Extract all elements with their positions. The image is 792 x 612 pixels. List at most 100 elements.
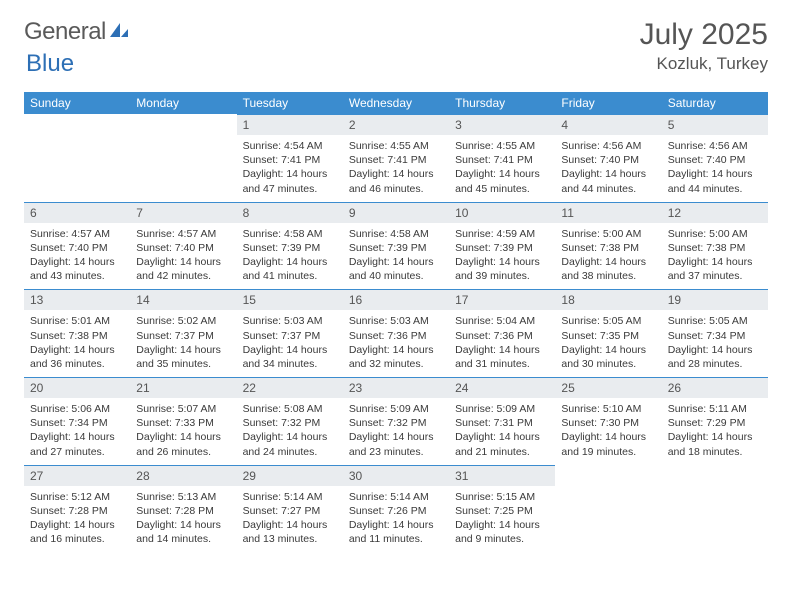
day-data: Sunrise: 5:07 AMSunset: 7:33 PMDaylight:… — [130, 398, 236, 465]
day-number: 24 — [449, 377, 555, 398]
day-data: Sunrise: 4:55 AMSunset: 7:41 PMDaylight:… — [449, 135, 555, 202]
sunrise-text: Sunrise: 5:15 AM — [455, 490, 549, 504]
day-data: Sunrise: 4:58 AMSunset: 7:39 PMDaylight:… — [343, 223, 449, 290]
daylight-text: Daylight: 14 hours and 43 minutes. — [30, 255, 124, 283]
day-data: Sunrise: 5:08 AMSunset: 7:32 PMDaylight:… — [237, 398, 343, 465]
calendar-cell: 30Sunrise: 5:14 AMSunset: 7:26 PMDayligh… — [343, 465, 449, 553]
day-number: 14 — [130, 289, 236, 310]
daylight-text: Daylight: 14 hours and 39 minutes. — [455, 255, 549, 283]
day-data: Sunrise: 5:13 AMSunset: 7:28 PMDaylight:… — [130, 486, 236, 553]
calendar-cell: 6Sunrise: 4:57 AMSunset: 7:40 PMDaylight… — [24, 202, 130, 290]
sunrise-text: Sunrise: 5:14 AM — [349, 490, 443, 504]
sunset-text: Sunset: 7:36 PM — [349, 329, 443, 343]
sunset-text: Sunset: 7:40 PM — [668, 153, 762, 167]
calendar-cell — [130, 114, 236, 202]
daylight-text: Daylight: 14 hours and 37 minutes. — [668, 255, 762, 283]
daylight-text: Daylight: 14 hours and 21 minutes. — [455, 430, 549, 458]
day-number: 18 — [555, 289, 661, 310]
day-data: Sunrise: 5:10 AMSunset: 7:30 PMDaylight:… — [555, 398, 661, 465]
sunset-text: Sunset: 7:37 PM — [243, 329, 337, 343]
sunrise-text: Sunrise: 5:09 AM — [349, 402, 443, 416]
calendar-row: 27Sunrise: 5:12 AMSunset: 7:28 PMDayligh… — [24, 465, 768, 553]
sunset-text: Sunset: 7:40 PM — [30, 241, 124, 255]
day-data: Sunrise: 5:09 AMSunset: 7:31 PMDaylight:… — [449, 398, 555, 465]
calendar-cell: 10Sunrise: 4:59 AMSunset: 7:39 PMDayligh… — [449, 202, 555, 290]
daylight-text: Daylight: 14 hours and 45 minutes. — [455, 167, 549, 195]
sunrise-text: Sunrise: 5:06 AM — [30, 402, 124, 416]
calendar-cell: 28Sunrise: 5:13 AMSunset: 7:28 PMDayligh… — [130, 465, 236, 553]
day-data: Sunrise: 5:00 AMSunset: 7:38 PMDaylight:… — [555, 223, 661, 290]
weekday-header: Monday — [130, 92, 236, 114]
sunset-text: Sunset: 7:32 PM — [243, 416, 337, 430]
calendar-row: 6Sunrise: 4:57 AMSunset: 7:40 PMDaylight… — [24, 202, 768, 290]
calendar-cell — [555, 465, 661, 553]
sunset-text: Sunset: 7:27 PM — [243, 504, 337, 518]
daylight-text: Daylight: 14 hours and 38 minutes. — [561, 255, 655, 283]
day-number-empty — [555, 465, 661, 485]
day-number: 8 — [237, 202, 343, 223]
calendar-cell: 20Sunrise: 5:06 AMSunset: 7:34 PMDayligh… — [24, 377, 130, 465]
sunrise-text: Sunrise: 5:10 AM — [561, 402, 655, 416]
day-number: 19 — [662, 289, 768, 310]
sunrise-text: Sunrise: 4:55 AM — [349, 139, 443, 153]
calendar-cell: 8Sunrise: 4:58 AMSunset: 7:39 PMDaylight… — [237, 202, 343, 290]
title-block: July 2025 Kozluk, Turkey — [640, 18, 768, 74]
daylight-text: Daylight: 14 hours and 44 minutes. — [561, 167, 655, 195]
sunset-text: Sunset: 7:40 PM — [136, 241, 230, 255]
calendar-cell: 23Sunrise: 5:09 AMSunset: 7:32 PMDayligh… — [343, 377, 449, 465]
calendar-row: 13Sunrise: 5:01 AMSunset: 7:38 PMDayligh… — [24, 289, 768, 377]
day-number: 10 — [449, 202, 555, 223]
sunrise-text: Sunrise: 5:04 AM — [455, 314, 549, 328]
calendar-cell: 17Sunrise: 5:04 AMSunset: 7:36 PMDayligh… — [449, 289, 555, 377]
calendar-cell: 25Sunrise: 5:10 AMSunset: 7:30 PMDayligh… — [555, 377, 661, 465]
sunset-text: Sunset: 7:34 PM — [668, 329, 762, 343]
day-number: 2 — [343, 114, 449, 135]
sunrise-text: Sunrise: 5:08 AM — [243, 402, 337, 416]
calendar-cell: 11Sunrise: 5:00 AMSunset: 7:38 PMDayligh… — [555, 202, 661, 290]
daylight-text: Daylight: 14 hours and 19 minutes. — [561, 430, 655, 458]
weekday-header: Saturday — [662, 92, 768, 114]
daylight-text: Daylight: 14 hours and 40 minutes. — [349, 255, 443, 283]
day-number: 26 — [662, 377, 768, 398]
calendar-cell — [24, 114, 130, 202]
sunset-text: Sunset: 7:38 PM — [30, 329, 124, 343]
sunset-text: Sunset: 7:41 PM — [243, 153, 337, 167]
calendar-cell: 31Sunrise: 5:15 AMSunset: 7:25 PMDayligh… — [449, 465, 555, 553]
day-number: 11 — [555, 202, 661, 223]
daylight-text: Daylight: 14 hours and 44 minutes. — [668, 167, 762, 195]
day-number: 1 — [237, 114, 343, 135]
calendar-cell: 1Sunrise: 4:54 AMSunset: 7:41 PMDaylight… — [237, 114, 343, 202]
calendar-cell: 22Sunrise: 5:08 AMSunset: 7:32 PMDayligh… — [237, 377, 343, 465]
sunset-text: Sunset: 7:39 PM — [243, 241, 337, 255]
day-number: 21 — [130, 377, 236, 398]
daylight-text: Daylight: 14 hours and 16 minutes. — [30, 518, 124, 546]
sunrise-text: Sunrise: 5:00 AM — [561, 227, 655, 241]
day-number: 23 — [343, 377, 449, 398]
sunset-text: Sunset: 7:38 PM — [561, 241, 655, 255]
calendar-cell: 19Sunrise: 5:05 AMSunset: 7:34 PMDayligh… — [662, 289, 768, 377]
calendar-cell: 24Sunrise: 5:09 AMSunset: 7:31 PMDayligh… — [449, 377, 555, 465]
day-data: Sunrise: 5:05 AMSunset: 7:34 PMDaylight:… — [662, 310, 768, 377]
daylight-text: Daylight: 14 hours and 14 minutes. — [136, 518, 230, 546]
brand-part1: General — [24, 18, 106, 46]
day-data: Sunrise: 5:03 AMSunset: 7:37 PMDaylight:… — [237, 310, 343, 377]
daylight-text: Daylight: 14 hours and 36 minutes. — [30, 343, 124, 371]
weekday-header: Wednesday — [343, 92, 449, 114]
calendar-cell: 5Sunrise: 4:56 AMSunset: 7:40 PMDaylight… — [662, 114, 768, 202]
daylight-text: Daylight: 14 hours and 18 minutes. — [668, 430, 762, 458]
day-data: Sunrise: 4:55 AMSunset: 7:41 PMDaylight:… — [343, 135, 449, 202]
daylight-text: Daylight: 14 hours and 34 minutes. — [243, 343, 337, 371]
day-number: 13 — [24, 289, 130, 310]
calendar-cell: 16Sunrise: 5:03 AMSunset: 7:36 PMDayligh… — [343, 289, 449, 377]
day-data: Sunrise: 5:14 AMSunset: 7:26 PMDaylight:… — [343, 486, 449, 553]
sunrise-text: Sunrise: 4:57 AM — [30, 227, 124, 241]
sunset-text: Sunset: 7:34 PM — [30, 416, 124, 430]
day-data: Sunrise: 4:56 AMSunset: 7:40 PMDaylight:… — [555, 135, 661, 202]
daylight-text: Daylight: 14 hours and 42 minutes. — [136, 255, 230, 283]
sunset-text: Sunset: 7:39 PM — [455, 241, 549, 255]
daylight-text: Daylight: 14 hours and 30 minutes. — [561, 343, 655, 371]
location: Kozluk, Turkey — [640, 54, 768, 74]
day-data: Sunrise: 5:14 AMSunset: 7:27 PMDaylight:… — [237, 486, 343, 553]
sunset-text: Sunset: 7:31 PM — [455, 416, 549, 430]
sunrise-text: Sunrise: 4:56 AM — [668, 139, 762, 153]
